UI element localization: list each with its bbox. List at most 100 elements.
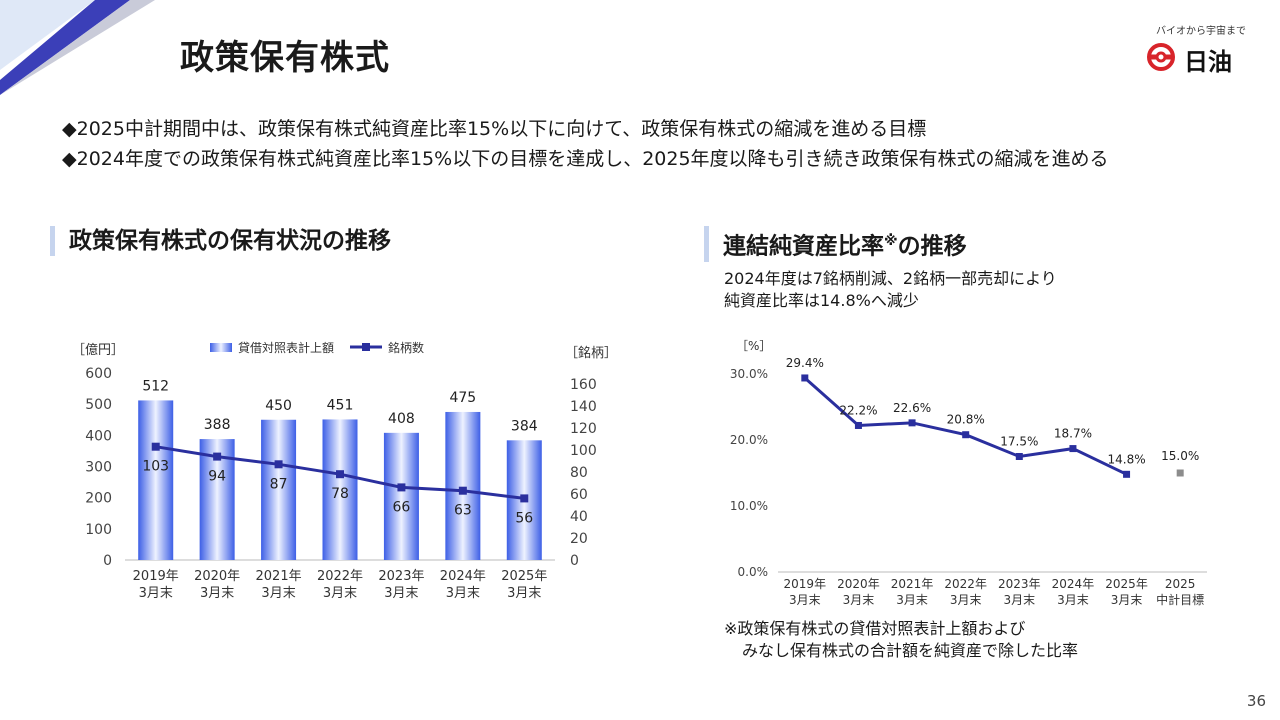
x-axis-tick: 2019年	[133, 569, 179, 584]
bar	[322, 419, 358, 560]
corner-decoration	[0, 0, 155, 95]
right-section-heading: 連結純資産比率※の推移	[704, 226, 967, 262]
bar-value-label: 451	[327, 397, 354, 413]
ratio-x-tick: 2022年	[944, 577, 987, 591]
x-axis-tick: 3月末	[261, 586, 295, 601]
bar-value-label: 512	[142, 378, 169, 394]
count-point	[397, 483, 406, 492]
ratio-x-tick: 2019年	[784, 577, 827, 591]
ratio-axis-tick: 20.0%	[730, 433, 768, 447]
bar-value-label: 384	[511, 418, 538, 434]
ratio-point	[1015, 453, 1023, 460]
count-value-label: 78	[331, 486, 349, 502]
count-point	[458, 486, 467, 495]
right-heading-suffix: の推移	[897, 233, 967, 260]
ratio-x-tick: 3月末	[1057, 593, 1089, 607]
logo-tagline: バイオから宇宙まで	[1156, 26, 1246, 37]
x-axis-tick: 3月末	[200, 586, 234, 601]
ratio-x-tick: 3月末	[789, 593, 821, 607]
ratio-value-label: 18.7%	[1054, 427, 1092, 441]
x-axis-tick: 2021年	[256, 569, 302, 584]
count-point	[151, 442, 160, 451]
x-axis-tick: 2025年	[501, 569, 547, 584]
ratio-point	[854, 421, 862, 429]
footnote-line: ※政策保有株式の貸借対照表計上額および	[724, 619, 1026, 638]
holdings-chart: 貸借対照表計上額 銘柄数 ［億円］ ［銘柄］0100200300400500600…	[72, 340, 617, 601]
bullet-item: ◆2024年度での政策保有株式純資産比率15%以下の目標を達成し、2025年度以…	[62, 148, 1109, 170]
x-axis-tick: 3月末	[446, 586, 480, 601]
footnote-line: みなし保有株式の合計額を純資産で除した比率	[742, 641, 1079, 660]
ratio-axis-unit: ［%］	[736, 339, 771, 353]
ratio-note-line: 2024年度は7銘柄削減、2銘柄一部売却により	[724, 269, 1057, 288]
bar-value-label: 475	[449, 390, 476, 406]
count-value-label: 66	[393, 499, 411, 515]
ratio-value-label: 29.4%	[786, 356, 824, 370]
x-axis-tick: 3月末	[139, 586, 173, 601]
ratio-note-line: 純資産比率は14.8%へ減少	[724, 291, 919, 310]
right-axis-tick: 120	[570, 421, 597, 437]
company-logo: バイオから宇宙まで 日油	[1140, 20, 1260, 76]
legend-bar-label: 貸借対照表計上額	[238, 340, 334, 355]
right-axis-tick: 60	[570, 487, 588, 503]
count-point	[274, 460, 283, 469]
bar-value-label: 408	[388, 411, 415, 427]
ratio-x-tick: 3月末	[843, 593, 875, 607]
ratio-value-label: 20.8%	[947, 413, 985, 427]
x-axis-tick: 2020年	[194, 569, 240, 584]
right-axis-tick: 0	[570, 553, 579, 569]
ratio-x-tick: 3月末	[896, 593, 928, 607]
ratio-value-label: 22.2%	[839, 403, 877, 417]
ratio-x-tick: 2025年	[1105, 577, 1148, 591]
right-heading-mark: ※	[884, 233, 898, 249]
left-axis-unit: ［億円］	[72, 342, 124, 358]
ratio-x-tick: 2020年	[837, 577, 880, 591]
left-section-heading: 政策保有株式の保有状況の推移	[50, 226, 391, 256]
ratio-point	[1123, 470, 1131, 478]
ratio-axis-tick: 0.0%	[738, 565, 769, 579]
count-point	[336, 470, 344, 479]
right-axis-tick: 100	[570, 443, 597, 459]
bullet-item: ◆2025中計期間中は、政策保有株式純資産比率15%以下に向けて、政策保有株式の…	[62, 118, 927, 140]
ratio-value-label: 22.6%	[893, 401, 931, 415]
left-legend: 貸借対照表計上額 銘柄数	[210, 340, 424, 355]
bar	[138, 400, 174, 560]
page-number: 36	[1246, 692, 1266, 710]
page-title: 政策保有株式	[180, 38, 390, 78]
ratio-value-label: 17.5%	[1000, 435, 1038, 449]
ratio-x-tick: 3月末	[1111, 593, 1143, 607]
target-value-label: 15.0%	[1161, 449, 1199, 463]
ratio-value-label: 14.8%	[1108, 452, 1146, 466]
legend-line-marker	[362, 343, 370, 351]
count-point	[520, 494, 529, 503]
ratio-x-tick: 2025	[1165, 577, 1196, 591]
ratio-x-tick: 2021年	[891, 577, 934, 591]
legend-bar-swatch	[210, 343, 232, 352]
ratio-x-tick: 2023年	[998, 577, 1041, 591]
x-axis-tick: 2022年	[317, 569, 363, 584]
right-axis-tick: 20	[570, 531, 588, 547]
bar-value-label: 388	[204, 417, 231, 433]
left-axis-tick: 300	[85, 460, 112, 476]
count-value-label: 63	[454, 503, 472, 519]
left-axis-tick: 400	[85, 428, 112, 444]
bullet-list: ◆2025中計期間中は、政策保有株式純資産比率15%以下に向けて、政策保有株式の…	[62, 114, 1109, 174]
logo-mark-icon	[1147, 43, 1175, 71]
x-axis-tick: 2024年	[440, 569, 486, 584]
left-axis-tick: 600	[85, 366, 112, 382]
count-value-label: 56	[515, 510, 533, 526]
left-axis-tick: 200	[85, 491, 112, 507]
ratio-axis-tick: 10.0%	[730, 499, 768, 513]
count-value-label: 94	[208, 469, 226, 485]
footnote: ※政策保有株式の貸借対照表計上額および みなし保有株式の合計額を純資産で除した比…	[724, 618, 1078, 662]
x-axis-tick: 3月末	[323, 586, 357, 601]
x-axis-tick: 3月末	[384, 586, 418, 601]
ratio-x-tick: 2024年	[1052, 577, 1095, 591]
right-axis-tick: 80	[570, 465, 588, 481]
ratio-point	[1069, 445, 1077, 453]
ratio-x-tick: 3月末	[950, 593, 982, 607]
x-axis-tick: 3月末	[507, 586, 541, 601]
ratio-axis-tick: 30.0%	[730, 367, 768, 381]
ratio-x-tick: 3月末	[1003, 593, 1035, 607]
legend-line-label: 銘柄数	[388, 340, 424, 355]
count-point	[213, 452, 222, 461]
